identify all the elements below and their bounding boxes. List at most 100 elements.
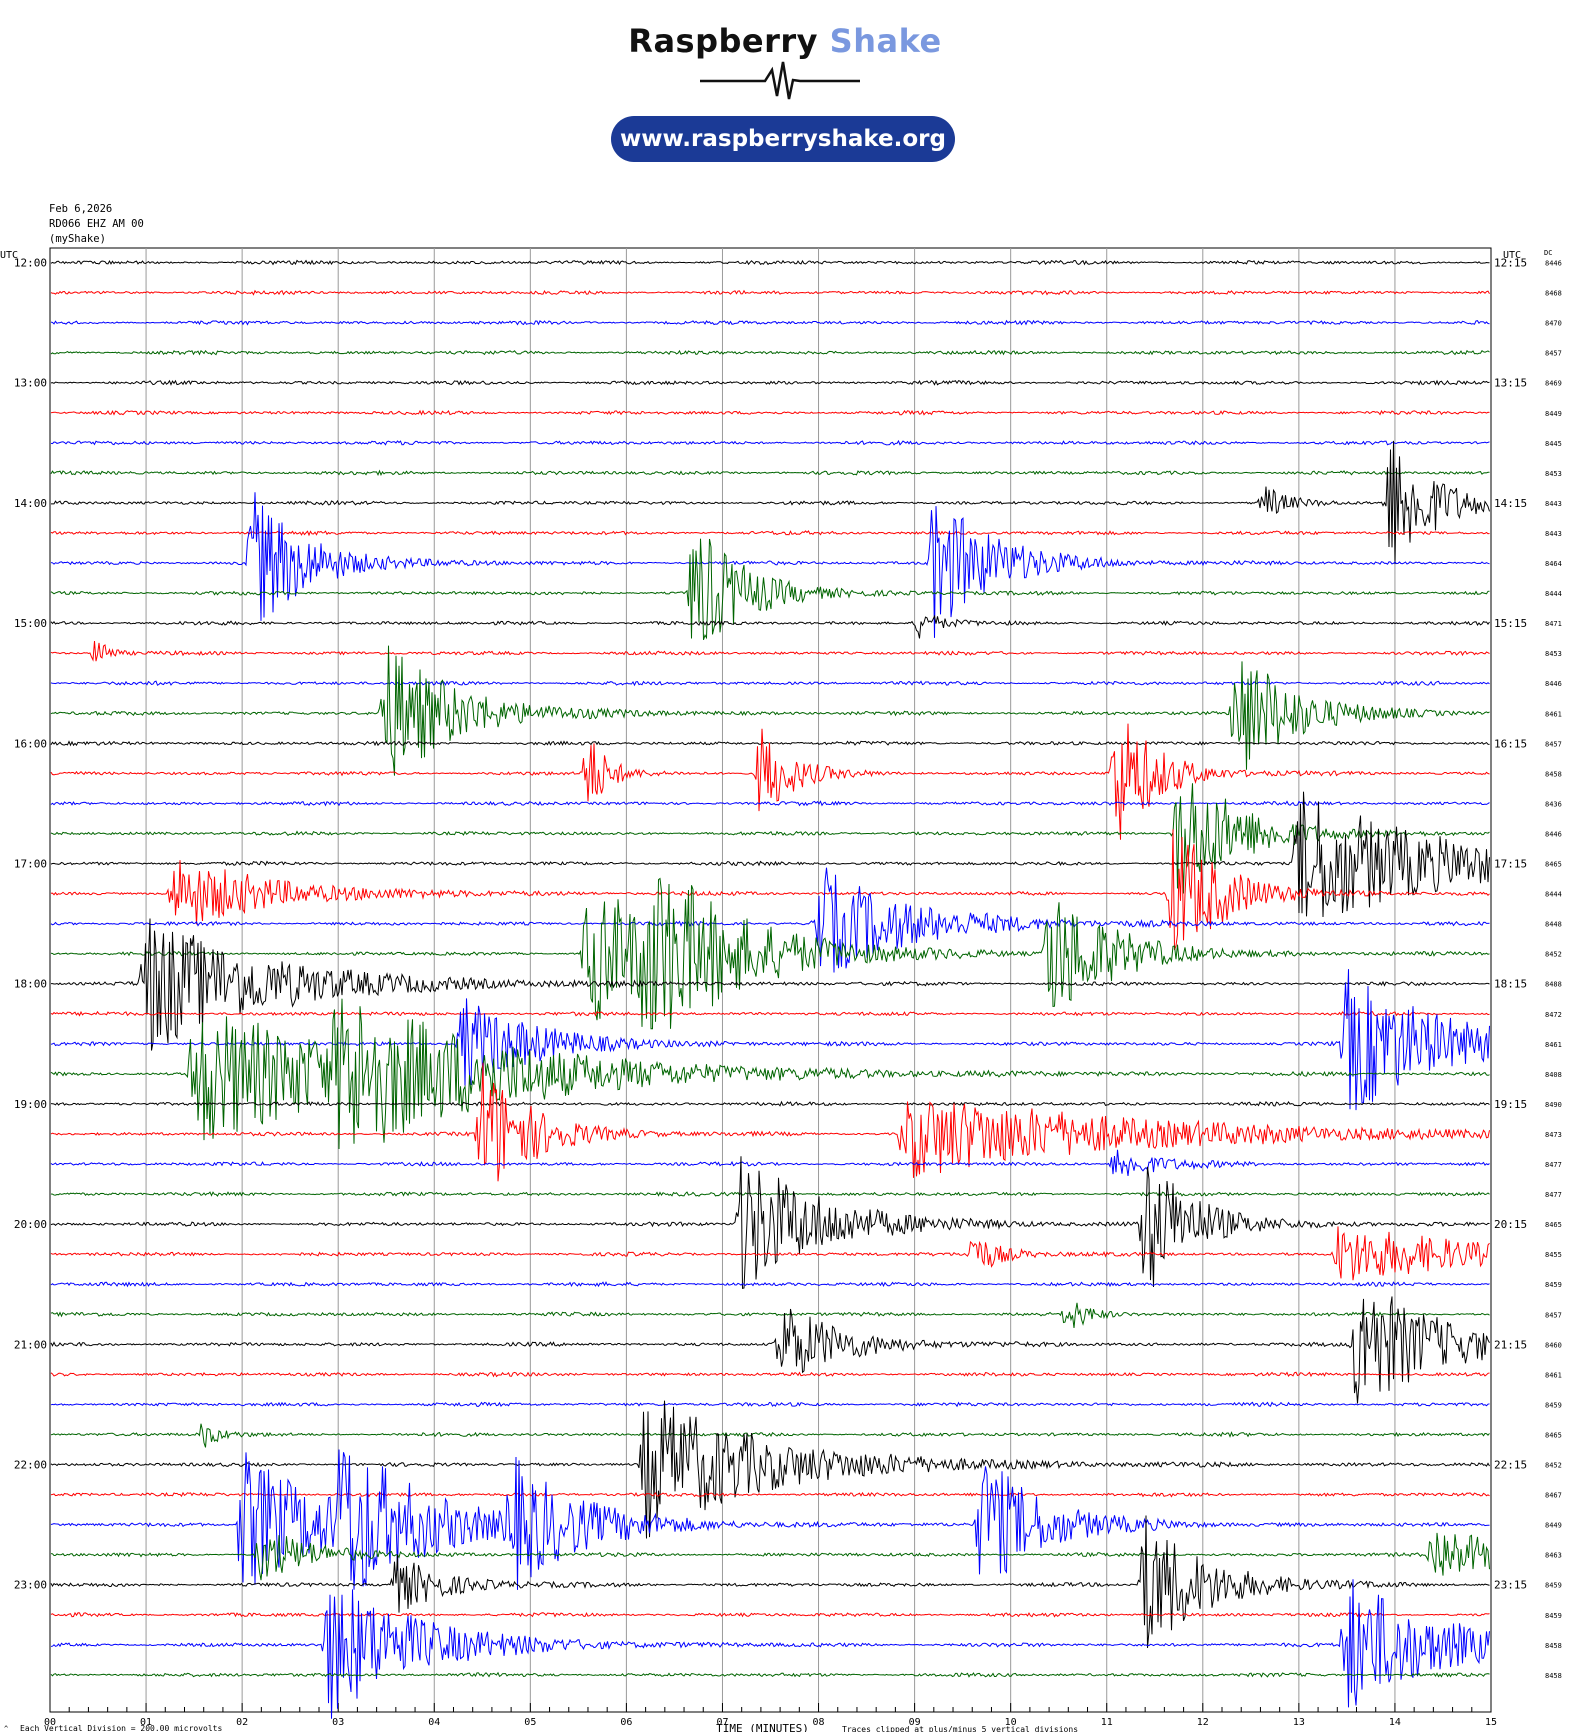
right-hour-label: 16:15	[1494, 737, 1527, 750]
seismic-trace	[50, 867, 1490, 973]
right-hour-label: 21:15	[1494, 1338, 1527, 1351]
dc-value: 8459	[1545, 1281, 1562, 1289]
seismic-trace	[50, 1449, 1490, 1590]
dc-header-label: DC	[1544, 249, 1552, 257]
seismic-trace	[50, 439, 1490, 446]
dc-value: 8464	[1545, 560, 1562, 568]
dc-value: 8449	[1545, 410, 1562, 418]
dc-value: 8477	[1545, 1191, 1562, 1199]
dc-value: 8471	[1545, 620, 1562, 628]
seismic-trace	[50, 740, 1490, 747]
seismic-trace	[50, 614, 1490, 639]
seismic-trace	[50, 998, 1490, 1150]
plot-frame	[49, 247, 1492, 1713]
x-tick-label: 03	[332, 1717, 344, 1728]
seismic-trace	[50, 1579, 1490, 1719]
right-hour-label: 18:15	[1494, 978, 1527, 991]
seismic-trace	[50, 1401, 1490, 1408]
x-tick-label: 10	[1005, 1717, 1017, 1728]
dc-value: 8449	[1545, 1522, 1562, 1530]
seismic-trace	[50, 1156, 1490, 1290]
seismic-trace	[50, 469, 1490, 477]
seismic-trace	[50, 877, 1490, 1030]
right-hour-label: 22:15	[1494, 1459, 1527, 1472]
left-hour-label: 23:00	[14, 1579, 47, 1592]
left-hour-label: 22:00	[14, 1459, 47, 1472]
left-hour-label: 17:00	[14, 858, 47, 871]
seismic-trace	[50, 680, 1490, 687]
dc-value: 8490	[1545, 1101, 1562, 1109]
dc-value: 8455	[1545, 1251, 1562, 1259]
seismic-trace	[50, 349, 1490, 356]
seismic-trace	[50, 1191, 1490, 1197]
seismic-trace	[50, 640, 1490, 662]
seismic-trace	[50, 1281, 1490, 1288]
right-hour-label: 15:15	[1494, 617, 1527, 630]
seismic-trace	[50, 723, 1490, 840]
seismic-trace	[50, 379, 1490, 386]
right-hour-label: 12:15	[1494, 257, 1527, 270]
seismic-trace	[50, 492, 1490, 638]
dc-value: 8467	[1545, 1492, 1562, 1500]
seismic-trace	[50, 800, 1490, 807]
seismic-trace	[50, 1100, 1490, 1107]
left-hour-label: 20:00	[14, 1218, 47, 1231]
left-hour-label: 19:00	[14, 1098, 47, 1111]
x-tick-label: 14	[1389, 1717, 1401, 1728]
seismic-trace	[50, 783, 1490, 894]
seismic-trace	[50, 538, 1490, 641]
dc-value: 8463	[1545, 1552, 1562, 1560]
right-utc-label: UTC	[1503, 250, 1521, 261]
footer-division-note: Each Vertical Division = 200.00 microvol…	[20, 1724, 222, 1732]
dc-value: 8488	[1545, 981, 1562, 989]
dc-value: 8468	[1545, 290, 1562, 298]
dc-value: 8458	[1545, 1642, 1562, 1650]
dc-value: 8458	[1545, 1672, 1562, 1680]
right-hour-label: 19:15	[1494, 1098, 1527, 1111]
dc-value: 8461	[1545, 1371, 1562, 1379]
x-tick-label: 11	[1101, 1717, 1113, 1728]
seismic-trace	[50, 319, 1490, 326]
seismic-trace	[50, 530, 1490, 537]
right-hour-label: 17:15	[1494, 858, 1527, 871]
dc-value: 8408	[1545, 1071, 1562, 1079]
dc-value: 8452	[1545, 1462, 1562, 1470]
seismic-trace	[50, 1532, 1490, 1581]
dc-value: 8459	[1545, 1612, 1562, 1620]
website-url-badge[interactable]: www.raspberryshake.org	[611, 116, 955, 162]
dc-value: 8443	[1545, 530, 1562, 538]
dc-value: 8465	[1545, 861, 1562, 869]
right-hour-label: 20:15	[1494, 1218, 1527, 1231]
dc-value: 8458	[1545, 770, 1562, 778]
seismic-trace	[50, 1371, 1490, 1378]
seismic-trace	[50, 1423, 1490, 1448]
dc-value: 8444	[1545, 891, 1562, 899]
brand-word-shake: Shake	[829, 22, 942, 60]
x-axis-label: TIME (MINUTES)	[716, 1722, 809, 1732]
network-name: (myShake)	[49, 233, 106, 245]
raspberry-shake-logo: Raspberry Shake www.raspberryshake.org	[0, 0, 1570, 180]
left-hour-label: 12:00	[14, 257, 47, 270]
dc-value: 8461	[1545, 1041, 1562, 1049]
seismogram-logo-icon	[700, 61, 860, 100]
seismic-trace	[50, 289, 1490, 296]
seismic-trace	[50, 969, 1490, 1111]
left-hour-label: 13:00	[14, 377, 47, 390]
seismic-trace	[50, 1671, 1490, 1678]
dc-value: 8448	[1545, 921, 1562, 929]
x-tick-label: 04	[428, 1717, 440, 1728]
seismic-trace	[50, 645, 1490, 776]
left-utc-label: UTC	[0, 250, 18, 261]
seismic-trace	[50, 259, 1490, 266]
seismic-trace	[50, 1515, 1490, 1649]
seismic-trace	[50, 1400, 1490, 1539]
x-tick-label: 08	[813, 1717, 825, 1728]
dc-value: 8457	[1545, 740, 1562, 748]
dc-value: 8457	[1545, 1311, 1562, 1319]
dc-value: 8465	[1545, 1221, 1562, 1229]
x-tick-label: 09	[909, 1717, 921, 1728]
dc-value: 8453	[1545, 470, 1562, 478]
dc-value: 8459	[1545, 1401, 1562, 1409]
dc-value: 8460	[1545, 1341, 1562, 1349]
